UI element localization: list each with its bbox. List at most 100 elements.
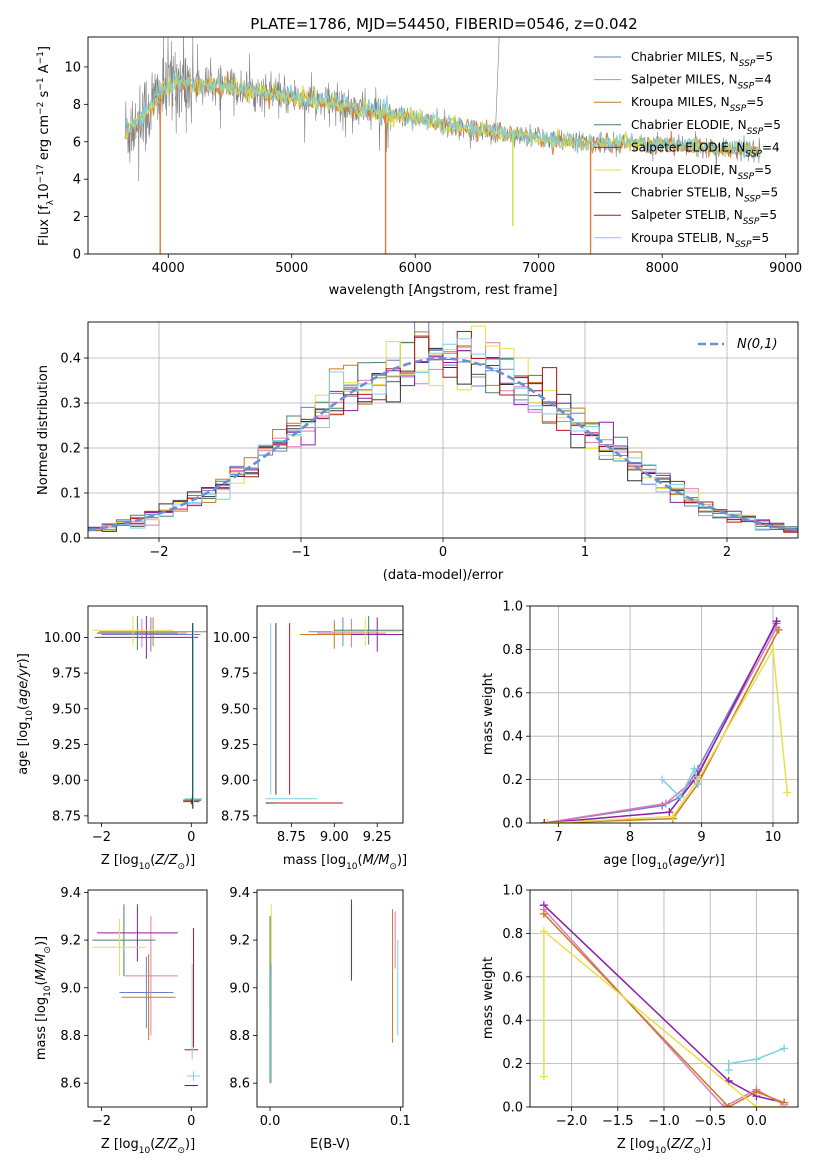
mass-weight-line bbox=[661, 766, 699, 799]
mass-weight-marker bbox=[690, 764, 699, 773]
x-tick-label: 5000 bbox=[275, 261, 308, 276]
y-tick-label: 0.4 bbox=[60, 352, 81, 367]
y-tick-label: 10.00 bbox=[44, 631, 81, 646]
mass-weight-marker bbox=[658, 775, 667, 784]
y-tick-label: 9.75 bbox=[221, 667, 250, 682]
mass-weight-line bbox=[543, 913, 785, 1107]
plot-area bbox=[88, 322, 798, 538]
mass-weight-marker bbox=[752, 1087, 761, 1096]
legend-entry: Salpeter MILES, NSSP=4 bbox=[631, 73, 772, 92]
mass-weight-marker bbox=[539, 1072, 548, 1081]
x-tick-label: −2.0 bbox=[556, 1114, 588, 1129]
plot-area bbox=[92, 904, 201, 1087]
mass-weight-line bbox=[544, 627, 778, 823]
plot-area bbox=[124, 37, 761, 254]
x-axis-label: Z [log10(Z/Z⊙)] bbox=[617, 1137, 711, 1156]
mass-weight-marker bbox=[668, 812, 677, 821]
y-tick-label: 9.2 bbox=[229, 934, 250, 949]
y-tick-label: 0.6 bbox=[502, 970, 523, 985]
x-axis-label: Z [log10(Z/Z⊙)] bbox=[101, 853, 195, 872]
x-tick-label: 9.25 bbox=[363, 830, 392, 845]
x-tick-label: −2 bbox=[149, 545, 168, 560]
mass-weight-marker bbox=[768, 645, 777, 654]
plot-area bbox=[269, 899, 399, 1084]
legend-entry: Kroupa ELODIE, NSSP=5 bbox=[631, 163, 772, 182]
y-tick-label: 10 bbox=[64, 60, 81, 75]
mass-weight-marker bbox=[540, 819, 549, 823]
mass-weight-marker bbox=[780, 1044, 789, 1053]
x-tick-label: −1.5 bbox=[602, 1114, 634, 1129]
y-tick-label: 0.6 bbox=[502, 686, 523, 701]
mass-weight-marker bbox=[724, 1103, 733, 1107]
x-tick-label: 0 bbox=[439, 545, 447, 560]
y-tick-label: 1.0 bbox=[502, 884, 523, 899]
x-tick-label: −1 bbox=[291, 545, 310, 560]
panels: 4000 5000 6000 7000 8000 90000246810Chabrier … bbox=[16, 36, 802, 1156]
y-tick-label: 8.75 bbox=[52, 809, 81, 824]
mass-weight-marker bbox=[752, 1055, 761, 1064]
mass-weight-marker bbox=[539, 909, 548, 918]
y-tick-label: 0.0 bbox=[502, 1101, 523, 1116]
axes-frame bbox=[87, 36, 799, 255]
y-tick-label: 6 bbox=[73, 135, 81, 150]
y-tick-label: 0.1 bbox=[60, 487, 81, 502]
x-tick-label: 6000 bbox=[399, 261, 432, 276]
legend-entry: Kroupa MILES, NSSP=5 bbox=[631, 95, 764, 114]
x-tick-label: 9 bbox=[697, 830, 705, 845]
x-tick-label: 8 bbox=[626, 830, 634, 845]
x-axis-label: mass [log10(M/M⊙)] bbox=[283, 853, 407, 872]
axes-frame bbox=[529, 889, 799, 1108]
x-axis-label: age [log10(age/yr)] bbox=[603, 853, 725, 872]
figure-title: PLATE=1786, MJD=54450, FIBERID=0546, z=0… bbox=[250, 15, 637, 33]
y-axis-label: Flux [fλ10−17 erg cm−2 s−1 A−1] bbox=[36, 46, 56, 246]
mass-weight-line bbox=[544, 620, 778, 823]
axes-frame bbox=[529, 605, 799, 824]
y-tick-label: 8.8 bbox=[60, 1029, 81, 1044]
plot-area bbox=[530, 890, 798, 1107]
x-tick-label: 7 bbox=[554, 830, 562, 845]
y-tick-label: 8.6 bbox=[229, 1077, 250, 1092]
y-tick-label: 0.4 bbox=[502, 730, 523, 745]
panel-age-vs-Z: −2 0 8.75 9.00 9.25 9.50 9.75 10.00 Z [log10(Z/Z… bbox=[16, 605, 208, 872]
x-tick-label: 8000 bbox=[646, 261, 679, 276]
y-axis-label: mass weight bbox=[481, 673, 496, 755]
mass-weight-marker bbox=[752, 1103, 761, 1107]
y-tick-label: 9.0 bbox=[60, 981, 81, 996]
legend-entry: Kroupa STELIB, NSSP=5 bbox=[631, 231, 769, 250]
y-tick-label: 0.0 bbox=[502, 817, 523, 832]
x-tick-label: 7000 bbox=[522, 261, 555, 276]
mass-weight-line bbox=[543, 904, 785, 1104]
mass-weight-line bbox=[543, 930, 785, 1107]
panel-age-vs-mass: 8.75 9.00 9.25 8.75 9.00 9.25 9.50 9.75 10.00 mas… bbox=[213, 605, 407, 872]
x-tick-label: 0.1 bbox=[390, 1114, 411, 1129]
panel-mass-weight-vs-age: 7 8 9 10 0.0 0.2 0.4 0.6 0.8 1.0 age [log10(age/yr… bbox=[481, 600, 799, 872]
panel-mass-weight-vs-Z: −2.0 −1.5 −1.0 −0.5 0.0 0.0 0.2 0.4 0.6 0.8 1.0 Z [… bbox=[481, 884, 799, 1156]
spectrum-model-line bbox=[124, 70, 761, 160]
mass-weight-marker bbox=[772, 617, 781, 626]
y-tick-label: 8 bbox=[73, 98, 81, 113]
y-tick-label: 0.2 bbox=[60, 442, 81, 457]
y-tick-label: 9.0 bbox=[229, 981, 250, 996]
normal-curve bbox=[88, 357, 798, 532]
y-tick-label: 9.75 bbox=[52, 667, 81, 682]
x-tick-label: 4000 bbox=[152, 261, 185, 276]
y-tick-label: 0.0 bbox=[60, 532, 81, 547]
y-axis-label: mass [log10(M/M⊙)] bbox=[34, 936, 53, 1060]
mass-weight-marker bbox=[665, 808, 674, 817]
y-tick-label: 9.00 bbox=[52, 774, 81, 789]
legend-entry: Chabrier ELODIE, NSSP=5 bbox=[631, 118, 781, 137]
y-tick-label: 9.2 bbox=[60, 934, 81, 949]
panel-spectrum: 4000 5000 6000 7000 8000 9000 0 2 4 6 8 10 Chabrier … bbox=[36, 36, 802, 298]
y-tick-label: 0.8 bbox=[502, 643, 523, 658]
axes-frame bbox=[87, 889, 208, 1108]
x-tick-label: 0.0 bbox=[260, 1114, 281, 1129]
y-tick-label: 0.2 bbox=[502, 773, 523, 788]
mass-weight-marker bbox=[539, 929, 548, 938]
x-tick-label: −2 bbox=[92, 830, 111, 845]
legend-entry: Salpeter ELODIE, NSSP=4 bbox=[631, 140, 780, 159]
x-axis-label: E(B-V) bbox=[310, 1137, 350, 1152]
legend-entry: Salpeter STELIB, NSSP=5 bbox=[631, 208, 777, 227]
x-tick-label: 1 bbox=[581, 545, 589, 560]
legend-entry: Chabrier STELIB, NSSP=5 bbox=[631, 186, 778, 205]
mass-weight-line bbox=[547, 629, 780, 823]
